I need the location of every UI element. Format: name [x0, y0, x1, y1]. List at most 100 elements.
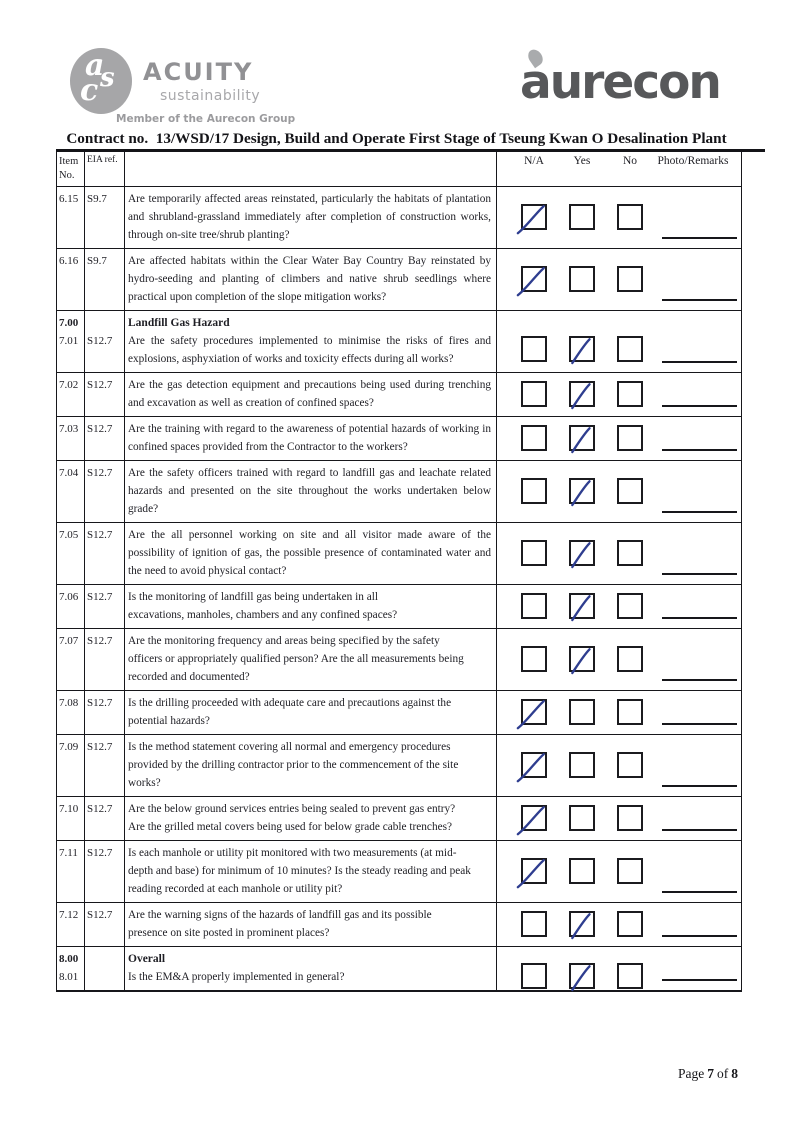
checkmark-icon — [516, 753, 545, 783]
answer-cell — [497, 947, 740, 992]
checkbox-no[interactable] — [617, 204, 643, 230]
checkbox-no[interactable] — [617, 425, 643, 451]
checkbox-yes[interactable] — [569, 540, 595, 569]
question-cell: Are the training with regard to the awar… — [125, 416, 497, 460]
remarks-line[interactable] — [662, 934, 737, 937]
checkbox-yes[interactable] — [569, 593, 595, 622]
eia-ref: S9.7 — [87, 254, 107, 267]
question-text: Is the drilling proceeded with adequate … — [128, 696, 452, 727]
answer-cell — [497, 691, 740, 734]
remarks-line[interactable] — [662, 298, 737, 301]
checkbox-no[interactable] — [617, 805, 643, 831]
checkbox-na[interactable] — [516, 204, 547, 235]
checkbox-yes[interactable] — [569, 204, 595, 230]
checkbox-na[interactable] — [521, 540, 547, 566]
checkbox-yes[interactable] — [569, 336, 595, 365]
checkbox-na[interactable] — [521, 646, 547, 672]
checkbox-no[interactable] — [617, 699, 643, 725]
checkbox-no[interactable] — [617, 266, 643, 292]
question-cell: Is the monitoring of landfill gas being … — [125, 584, 497, 628]
monogram-letter: s — [100, 63, 115, 93]
checkbox-yes[interactable] — [569, 858, 595, 884]
checkbox-yes[interactable] — [569, 478, 595, 507]
checkbox-no[interactable] — [617, 593, 643, 619]
answer-cell — [497, 373, 740, 416]
item-cell: 7.10 — [57, 796, 85, 840]
checkbox-yes[interactable] — [569, 266, 595, 292]
item-cell: 6.15 — [57, 186, 85, 248]
eia-cell: S12.7 — [85, 522, 125, 584]
acuity-tagline: sustainability — [160, 88, 261, 104]
table-row: 7.06 S12.7 Is the monitoring of landfill g… — [57, 584, 741, 629]
checkbox-na[interactable] — [516, 752, 547, 783]
table-row: 7.00 7.01 S12.7 Landfill Gas Hazard Are the … — [57, 310, 741, 373]
checkbox-no[interactable] — [617, 478, 643, 504]
question-cell: Are the all personnel working on site an… — [125, 522, 497, 584]
question-text: Are the training with regard to the awar… — [128, 422, 491, 453]
remarks-line[interactable] — [662, 616, 737, 619]
page-title: Contract no. 13/WSD/17 Design, Build and… — [66, 130, 727, 147]
item-cell: 7.05 — [57, 522, 85, 584]
item-no: 6.15 — [59, 192, 79, 205]
checkbox-no[interactable] — [617, 911, 643, 937]
checkbox-na[interactable] — [516, 805, 547, 836]
checkbox-yes[interactable] — [569, 381, 595, 410]
checkbox-no[interactable] — [617, 540, 643, 566]
checkbox-yes[interactable] — [569, 425, 595, 454]
remarks-line[interactable] — [662, 572, 737, 575]
section-item-no: 8.00 — [59, 952, 79, 965]
item-no: 8.01 — [59, 970, 79, 983]
remarks-line[interactable] — [662, 784, 737, 787]
checklist-table: Item No. EIA ref. N/A Yes No Photo/Remar… — [56, 151, 742, 992]
checkbox-yes[interactable] — [569, 963, 595, 992]
checkbox-na[interactable] — [521, 336, 547, 362]
table-row: 7.03 S12.7 Are the training with regard to… — [57, 416, 741, 461]
question-cell: Is the drilling proceeded with adequate … — [125, 690, 497, 734]
checkbox-no[interactable] — [617, 858, 643, 884]
question-text: Are the monitoring frequency and areas b… — [128, 634, 464, 683]
remarks-line[interactable] — [662, 404, 737, 407]
checkmark-icon — [516, 205, 545, 235]
checkbox-no[interactable] — [617, 336, 643, 362]
checkbox-na[interactable] — [521, 963, 547, 989]
remarks-line[interactable] — [662, 678, 737, 681]
remarks-line[interactable] — [662, 236, 737, 239]
checkbox-no[interactable] — [617, 646, 643, 672]
question-text: Are the gas detection equipment and prec… — [128, 378, 491, 409]
question-cell: Are the warning signs of the hazards of … — [125, 902, 497, 946]
question-cell: Are temporarily affected areas reinstate… — [125, 186, 497, 248]
answer-cell — [497, 629, 740, 690]
remarks-line[interactable] — [662, 510, 737, 513]
checkbox-yes[interactable] — [569, 752, 595, 778]
checkbox-yes[interactable] — [569, 805, 595, 831]
remarks-line[interactable] — [662, 828, 737, 831]
item-cell: 7.04 — [57, 460, 85, 522]
checkbox-yes[interactable] — [569, 911, 595, 940]
remarks-line[interactable] — [662, 890, 737, 893]
table-row: 7.02 S12.7 Are the gas detection equipment… — [57, 372, 741, 417]
table-row: 7.11 S12.7 Is each manhole or utility pit … — [57, 840, 741, 903]
checkbox-no[interactable] — [617, 381, 643, 407]
remarks-line[interactable] — [662, 722, 737, 725]
checkbox-na[interactable] — [521, 593, 547, 619]
remarks-line[interactable] — [662, 360, 737, 363]
checkbox-yes[interactable] — [569, 646, 595, 675]
item-no: 7.01 — [59, 334, 79, 347]
checkbox-no[interactable] — [617, 963, 643, 989]
remarks-line[interactable] — [662, 978, 737, 981]
checkbox-na[interactable] — [521, 425, 547, 451]
checkmark-icon — [571, 542, 591, 569]
checkbox-na[interactable] — [516, 699, 547, 730]
checkbox-na[interactable] — [516, 858, 547, 889]
checkbox-na[interactable] — [516, 266, 547, 297]
answer-cell — [497, 797, 740, 840]
checkbox-na[interactable] — [521, 478, 547, 504]
remarks-line[interactable] — [662, 448, 737, 451]
question-text: Are the below ground services entries be… — [128, 802, 456, 833]
checkbox-na[interactable] — [521, 381, 547, 407]
checkbox-na[interactable] — [521, 911, 547, 937]
checkbox-yes[interactable] — [569, 699, 595, 725]
header-answer-columns: N/A Yes No Photo/Remarks — [497, 152, 740, 186]
checkbox-no[interactable] — [617, 752, 643, 778]
